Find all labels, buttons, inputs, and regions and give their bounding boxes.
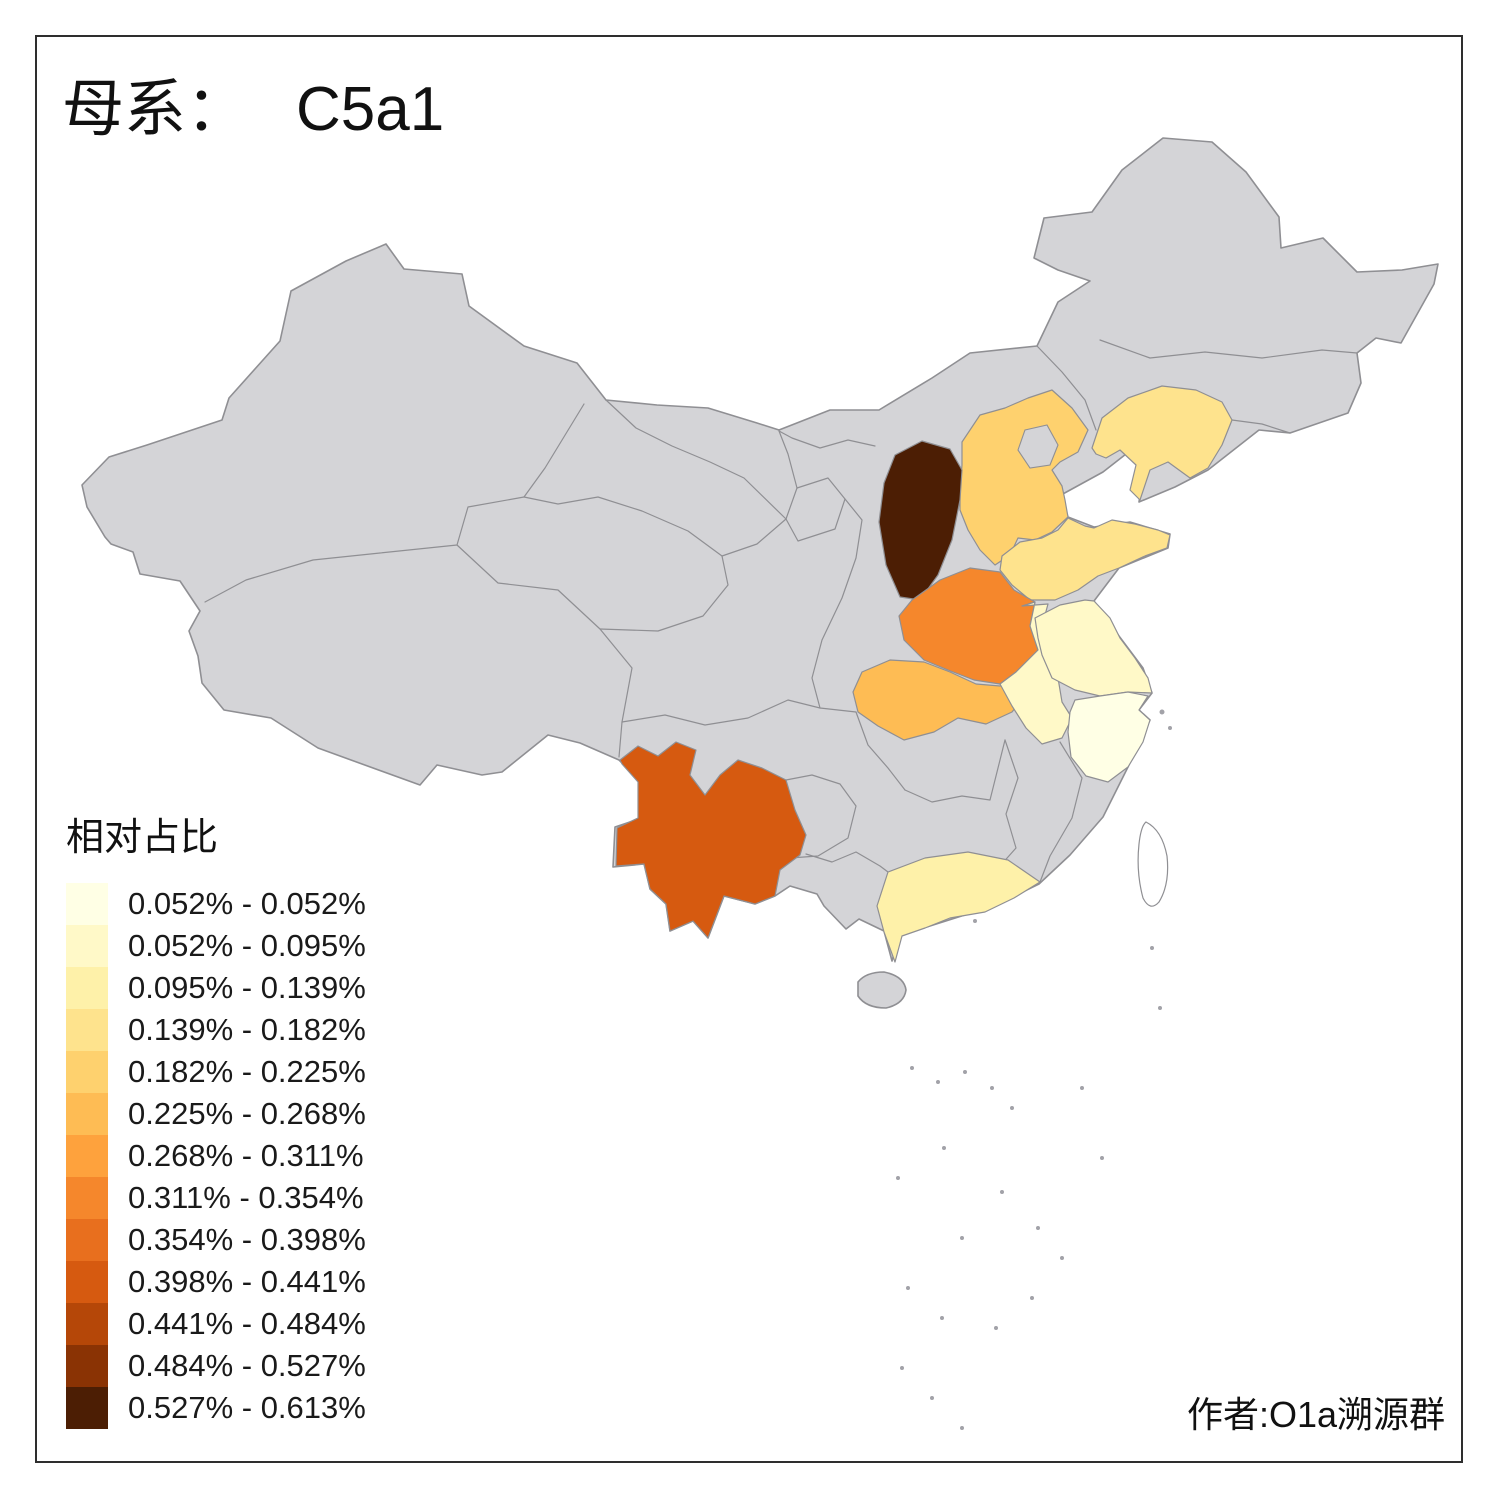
- attribution-text: 作者:O1a溯源群: [1186, 1394, 1445, 1435]
- legend-label: 0.484% - 0.527%: [128, 1348, 366, 1383]
- province-yunnan: [615, 741, 807, 939]
- legend-swatch: [66, 967, 108, 1009]
- province-beijing: [1017, 424, 1059, 469]
- legend-row: 0.268% - 0.311%: [66, 1135, 366, 1177]
- legend-label: 0.182% - 0.225%: [128, 1054, 366, 1089]
- legend-swatch: [66, 883, 108, 925]
- province-hebei: [959, 389, 1089, 566]
- province-zhejiang: [1067, 691, 1151, 783]
- legend-swatch: [66, 1093, 108, 1135]
- legend-swatch: [66, 1219, 108, 1261]
- legend-swatch: [66, 1135, 108, 1177]
- legend-row: 0.354% - 0.398%: [66, 1219, 366, 1261]
- legend-rows: 0.052% - 0.052% 0.052% - 0.095% 0.095% - 0…: [66, 883, 366, 1429]
- coastal-islet: [1158, 1006, 1162, 1010]
- title-haplogroup: C5a1: [296, 75, 445, 144]
- coastal-islet: [1168, 726, 1172, 730]
- province-shanxi: [878, 440, 963, 601]
- legend-row: 0.095% - 0.139%: [66, 967, 366, 1009]
- legend-row: 0.527% - 0.613%: [66, 1387, 366, 1429]
- legend-label: 0.398% - 0.441%: [128, 1264, 366, 1299]
- legend-label: 0.139% - 0.182%: [128, 1012, 366, 1047]
- province-shandong: [999, 517, 1171, 601]
- legend-label: 0.225% - 0.268%: [128, 1096, 366, 1131]
- legend-swatch: [66, 1177, 108, 1219]
- title-prefix: 母系：: [62, 75, 249, 144]
- legend-row: 0.311% - 0.354%: [66, 1177, 366, 1219]
- legend-swatch: [66, 1387, 108, 1429]
- legend-label: 0.052% - 0.052%: [128, 886, 366, 921]
- legend-label: 0.527% - 0.613%: [128, 1390, 366, 1425]
- legend-label: 0.354% - 0.398%: [128, 1222, 366, 1257]
- legend-swatch: [66, 1345, 108, 1387]
- legend-row: 0.225% - 0.268%: [66, 1093, 366, 1135]
- legend-label: 0.441% - 0.484%: [128, 1306, 366, 1341]
- plot-frame: [35, 35, 1463, 1463]
- map-title: 母系： C5a1: [62, 58, 444, 148]
- coastal-islet: [1159, 709, 1165, 715]
- legend-row: 0.052% - 0.095%: [66, 925, 366, 967]
- province-guangdong: [876, 851, 1041, 963]
- province-jiangsu: [1034, 599, 1153, 697]
- legend-swatch: [66, 925, 108, 967]
- hainan-island: [857, 971, 907, 1009]
- legend-row: 0.182% - 0.225%: [66, 1051, 366, 1093]
- taiwan-island: [1137, 821, 1169, 907]
- legend-label: 0.052% - 0.095%: [128, 928, 366, 963]
- islands: [857, 709, 1172, 1010]
- legend-row: 0.139% - 0.182%: [66, 1009, 366, 1051]
- legend: 相对占比 0.052% - 0.052% 0.052% - 0.095% 0.095…: [66, 806, 366, 1429]
- coastal-islet: [973, 919, 977, 923]
- legend-label: 0.311% - 0.354%: [128, 1180, 364, 1215]
- province-hubei: [852, 659, 1029, 741]
- legend-label: 0.268% - 0.311%: [128, 1138, 364, 1173]
- legend-row: 0.052% - 0.052%: [66, 883, 366, 925]
- province-liaoning: [1091, 385, 1233, 501]
- colored-provinces: [615, 385, 1233, 963]
- legend-swatch: [66, 1051, 108, 1093]
- legend-title: 相对占比: [66, 817, 219, 859]
- province-borders: [204, 339, 1358, 883]
- legend-label: 0.095% - 0.139%: [128, 970, 366, 1005]
- south-china-sea-islands: [896, 1066, 1104, 1430]
- legend-row: 0.441% - 0.484%: [66, 1303, 366, 1345]
- legend-swatch: [66, 1303, 108, 1345]
- coastal-islet: [1150, 946, 1154, 950]
- legend-row: 0.484% - 0.527%: [66, 1345, 366, 1387]
- legend-swatch: [66, 1261, 108, 1303]
- legend-swatch: [66, 1009, 108, 1051]
- legend-row: 0.398% - 0.441%: [66, 1261, 366, 1303]
